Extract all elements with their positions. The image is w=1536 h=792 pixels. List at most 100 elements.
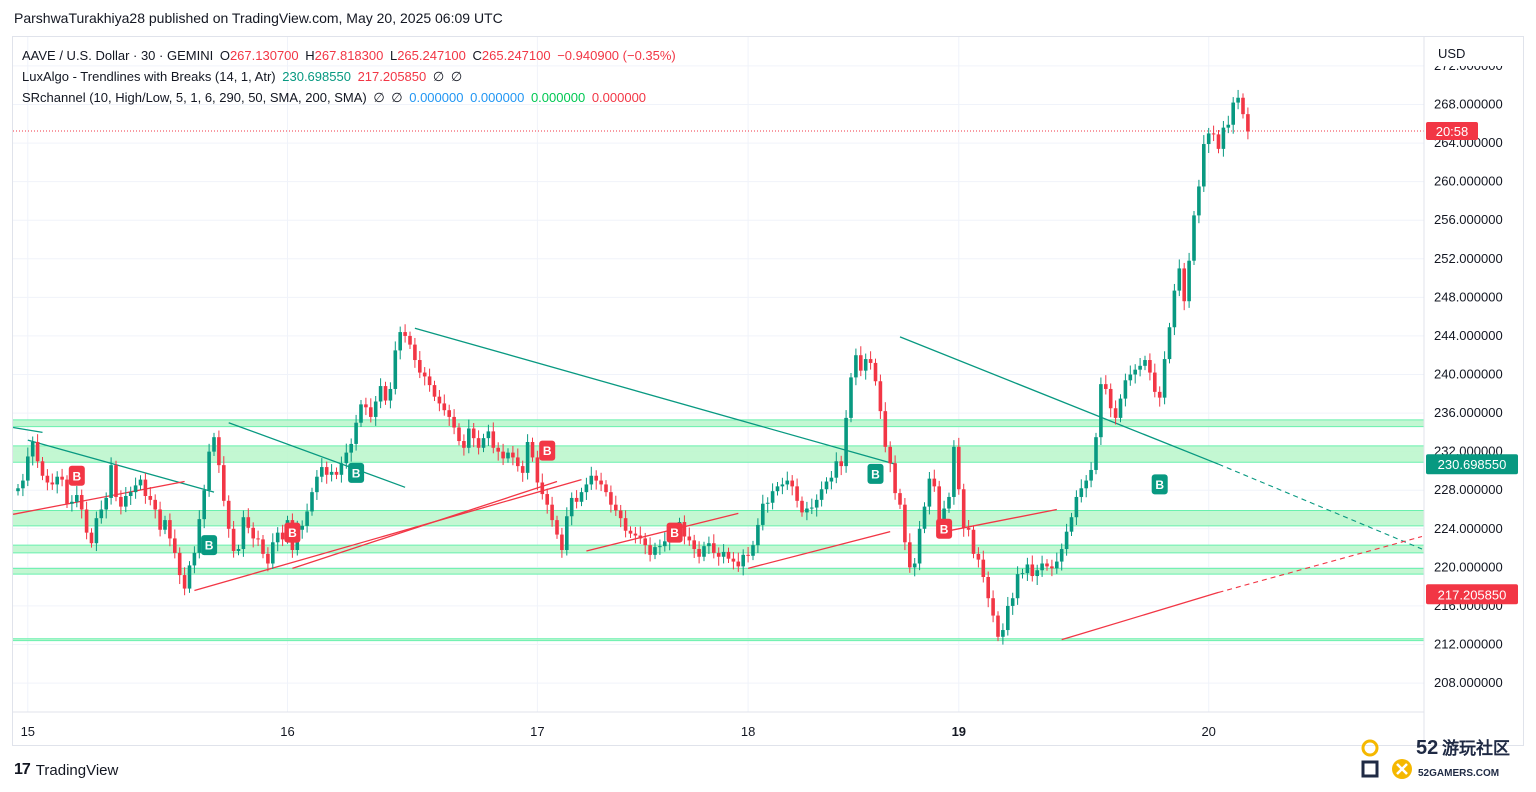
tradingview-brand-text: TradingView — [35, 761, 119, 779]
candle-body — [437, 396, 442, 404]
candle-body — [128, 492, 133, 496]
bullish-break-signal[interactable]: B — [348, 462, 365, 483]
candle-body — [996, 615, 1000, 637]
candle-body — [1241, 97, 1245, 115]
candle-body — [922, 506, 927, 529]
tradingview-logo[interactable]: 17 TradingView — [14, 761, 118, 779]
candle-body — [1187, 260, 1191, 302]
candle-body — [1226, 124, 1231, 128]
bullish-break-signal[interactable]: B — [1151, 474, 1168, 495]
candle-body — [1128, 374, 1133, 381]
candle-body — [310, 492, 314, 512]
candle-body — [1236, 97, 1240, 103]
candle-body — [663, 541, 667, 547]
candle-body — [1001, 630, 1005, 637]
candle-body — [1118, 398, 1123, 418]
candle-body — [516, 457, 520, 467]
candle-body — [261, 539, 265, 554]
candle-body — [442, 403, 447, 411]
x-tick-label: 17 — [530, 724, 544, 739]
candle-body — [961, 489, 966, 528]
x-tick-label: 18 — [741, 724, 755, 739]
legend-luxalgo-empty-2: ∅ — [450, 69, 463, 84]
countdown-label: 20:58 — [1436, 124, 1469, 139]
candle-body — [1182, 268, 1186, 302]
lower-trendline — [1061, 591, 1219, 641]
y-tick-label: 244.000000 — [1434, 328, 1503, 343]
candle-body — [971, 529, 976, 554]
candle-body — [70, 501, 74, 504]
legend-luxalgo-empty-1: ∅ — [432, 69, 445, 84]
candle-body — [1162, 359, 1167, 398]
candle-body — [481, 438, 486, 448]
candle-body — [589, 475, 594, 485]
lower-trendline — [586, 512, 739, 552]
legend-srchannel-row[interactable]: SRchannel (10, High/Low, 5, 1, 6, 290, 5… — [22, 87, 679, 108]
candle-body — [770, 491, 775, 503]
candle-body — [75, 495, 79, 502]
bearish-break-signal[interactable]: B — [539, 440, 556, 461]
candle-body — [829, 477, 834, 482]
candle-body — [300, 525, 304, 530]
legend-luxalgo-name[interactable]: LuxAlgo - Trendlines with Breaks (14, 1,… — [22, 69, 276, 84]
candle-body — [810, 507, 814, 509]
price-axis: 208.000000212.000000216.000000220.000000… — [1423, 37, 1518, 746]
bullish-break-signal[interactable]: B — [201, 535, 218, 556]
lower-trendline — [943, 508, 1057, 533]
legend-open: 267.130700 — [229, 48, 299, 63]
sr-zone — [13, 419, 1424, 427]
lower-trendline — [292, 480, 558, 569]
currency-selector[interactable]: USD — [1430, 42, 1522, 66]
candle-body — [79, 495, 84, 510]
candle-body — [378, 386, 383, 402]
candle-body — [349, 443, 353, 453]
signal-badge — [1151, 474, 1168, 495]
candle-body — [751, 545, 755, 556]
bearish-break-signal[interactable]: B — [284, 522, 301, 543]
y-tick-label: 260.000000 — [1434, 174, 1503, 189]
candle-body — [868, 359, 873, 363]
candle-body — [506, 452, 510, 459]
candle-body — [388, 388, 393, 401]
chart-frame[interactable] — [12, 36, 1524, 746]
candle-body — [908, 542, 912, 568]
x-tick-label: 15 — [21, 724, 35, 739]
candle-body — [991, 598, 995, 616]
candle-body — [511, 452, 515, 458]
legend-symbol-row[interactable]: AAVE / U.S. Dollar · 30 · GEMINI O267.13… — [22, 45, 679, 66]
candle-body — [800, 500, 804, 513]
candle-body — [334, 471, 339, 475]
watermark-number: 52 — [1416, 737, 1438, 759]
candle-body — [1084, 480, 1088, 489]
countdown-badge — [1426, 122, 1478, 141]
legend-srchannel-name[interactable]: SRchannel (10, High/Low, 5, 1, 6, 290, 5… — [22, 90, 367, 105]
lower-trendline — [12, 480, 185, 515]
candle-body — [550, 504, 554, 521]
bullish-break-signal[interactable]: B — [867, 463, 884, 484]
candle-body — [393, 350, 398, 389]
sr-zones — [13, 419, 1424, 642]
signal-badge — [867, 463, 884, 484]
candle-body — [471, 428, 476, 439]
candle-body — [1064, 531, 1069, 550]
legend-symbol[interactable]: AAVE / U.S. Dollar · 30 · GEMINI — [22, 48, 214, 63]
candle-body — [241, 517, 246, 550]
candle-body — [805, 508, 809, 513]
candle-body — [623, 518, 628, 531]
legend-luxalgo-row[interactable]: LuxAlgo - Trendlines with Breaks (14, 1,… — [22, 66, 679, 87]
candle-body — [1006, 605, 1010, 631]
candle-body — [648, 545, 652, 555]
candle-body — [457, 427, 461, 442]
bearish-break-signal[interactable]: B — [68, 465, 85, 486]
bearish-break-signal[interactable]: B — [936, 518, 953, 539]
bearish-break-signal[interactable]: B — [666, 522, 683, 543]
candle-body — [952, 446, 956, 497]
signal-label: B — [288, 526, 297, 540]
candle-body — [89, 532, 94, 544]
candle-body — [1055, 561, 1059, 569]
candle-body — [452, 416, 456, 428]
candle-body — [839, 461, 843, 467]
candle-body — [1030, 564, 1035, 577]
candle-body — [222, 465, 226, 501]
